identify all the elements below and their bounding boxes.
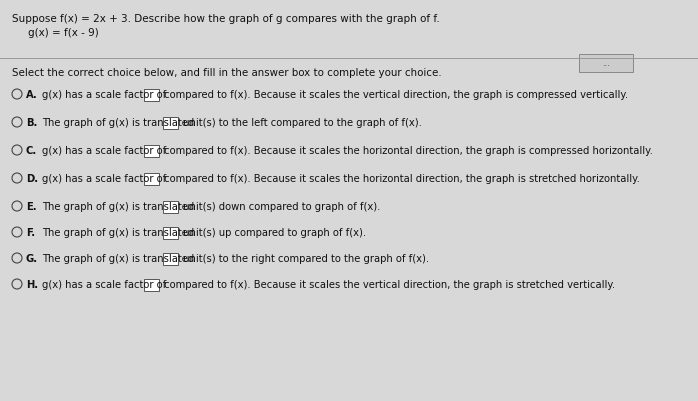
Text: The graph of g(x) is translated: The graph of g(x) is translated [42,202,198,212]
FancyBboxPatch shape [144,172,159,184]
FancyBboxPatch shape [144,279,159,290]
Text: ...: ... [602,59,610,67]
FancyBboxPatch shape [163,227,178,239]
Text: Suppose f(x) = 2x + 3. Describe how the graph of g compares with the graph of f.: Suppose f(x) = 2x + 3. Describe how the … [12,14,440,24]
Text: unit(s) to the right compared to the graph of f(x).: unit(s) to the right compared to the gra… [179,254,429,264]
Text: unit(s) up compared to graph of f(x).: unit(s) up compared to graph of f(x). [179,228,366,238]
FancyBboxPatch shape [163,117,178,128]
Text: C.: C. [26,146,37,156]
Text: g(x) has a scale factor of: g(x) has a scale factor of [42,146,170,156]
Text: B.: B. [26,118,38,128]
Text: g(x) = f(x - 9): g(x) = f(x - 9) [28,28,98,38]
Text: H.: H. [26,280,38,290]
Text: The graph of g(x) is translated: The graph of g(x) is translated [42,118,198,128]
Text: The graph of g(x) is translated: The graph of g(x) is translated [42,254,198,264]
Text: Select the correct choice below, and fill in the answer box to complete your cho: Select the correct choice below, and fil… [12,68,442,78]
FancyBboxPatch shape [163,200,178,213]
Text: unit(s) down compared to graph of f(x).: unit(s) down compared to graph of f(x). [179,202,380,212]
Text: compared to f(x). Because it scales the horizontal direction, the graph is stret: compared to f(x). Because it scales the … [161,174,639,184]
Text: A.: A. [26,90,38,100]
Text: compared to f(x). Because it scales the vertical direction, the graph is compres: compared to f(x). Because it scales the … [161,90,628,100]
Text: compared to f(x). Because it scales the horizontal direction, the graph is compr: compared to f(x). Because it scales the … [161,146,653,156]
FancyBboxPatch shape [163,253,178,265]
FancyBboxPatch shape [579,54,633,72]
FancyBboxPatch shape [144,89,159,101]
Text: g(x) has a scale factor of: g(x) has a scale factor of [42,280,170,290]
Text: unit(s) to the left compared to the graph of f(x).: unit(s) to the left compared to the grap… [179,118,422,128]
Text: G.: G. [26,254,38,264]
Text: The graph of g(x) is translated: The graph of g(x) is translated [42,228,198,238]
FancyBboxPatch shape [144,144,159,156]
Text: g(x) has a scale factor of: g(x) has a scale factor of [42,174,170,184]
Text: D.: D. [26,174,38,184]
Text: E.: E. [26,202,36,212]
Text: g(x) has a scale factor of: g(x) has a scale factor of [42,90,170,100]
Text: F.: F. [26,228,35,238]
Text: compared to f(x). Because it scales the vertical direction, the graph is stretch: compared to f(x). Because it scales the … [161,280,615,290]
